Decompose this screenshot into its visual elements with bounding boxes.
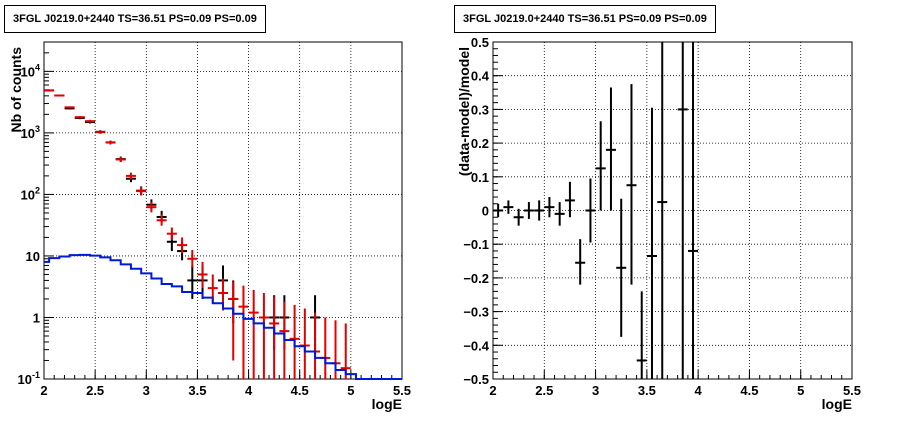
right-y-axis-label: (data-model)/model — [456, 47, 472, 176]
left-y-tick-label: 104 — [21, 62, 40, 79]
left-data-point — [197, 261, 208, 289]
left-data-point — [74, 116, 85, 119]
left-data-point — [44, 89, 55, 92]
left-data-point — [238, 285, 249, 379]
left-y-tick-label: 10 — [26, 249, 40, 264]
right-data-point — [657, 42, 668, 379]
left-data-point — [166, 227, 177, 241]
right-x-tick-label: 3.5 — [638, 383, 656, 398]
right-data-point — [677, 42, 688, 379]
right-data-point — [626, 84, 637, 285]
left-x-tick-label: 3.5 — [188, 383, 206, 398]
right-y-tick-label: −0.1 — [463, 237, 489, 252]
right-x-tick-label: 4.5 — [740, 383, 758, 398]
left-data-point — [156, 214, 167, 226]
left-y-axis-label: Nb of counts — [8, 47, 24, 133]
left-x-tick-label: 2.5 — [86, 383, 104, 398]
left-model-step-line — [44, 253, 402, 380]
right-x-tick-label: 4 — [695, 383, 703, 398]
left-plot-title: 3FGL J0219.0+2440 TS=36.51 PS=0.09 PS=0.… — [4, 5, 266, 33]
left-y-tick-label: 102 — [21, 185, 40, 202]
left-data-point — [258, 292, 269, 379]
right-data-point — [605, 87, 616, 211]
right-x-tick-label: 2 — [489, 383, 496, 398]
right-data-point — [523, 202, 534, 219]
left-data-point — [85, 119, 96, 123]
left-data-point — [125, 172, 136, 180]
right-data-point — [688, 42, 699, 379]
left-y-tick-label: 10-1 — [18, 370, 40, 387]
right-y-tick-label: −0.5 — [463, 372, 489, 387]
right-data-point — [585, 178, 596, 243]
right-data-point — [636, 291, 647, 379]
left-x-tick-label: 5.5 — [393, 383, 411, 398]
right-x-tick-label: 2.5 — [535, 383, 553, 398]
right-data-point — [544, 197, 555, 218]
left-data-point — [54, 94, 65, 97]
right-y-tick-label: 0.2 — [471, 136, 489, 151]
left-data-point — [146, 202, 157, 213]
left-y-tick-label: 1 — [33, 310, 40, 325]
right-plot-title: 3FGL J0219.0+2440 TS=36.51 PS=0.09 PS=0.… — [454, 5, 716, 33]
left-x-tick-label: 2 — [40, 383, 47, 398]
left-data-point — [248, 289, 259, 379]
right-y-tick-label: 0.5 — [471, 35, 489, 50]
right-y-tick-label: −0.2 — [463, 271, 489, 286]
left-x-tick-label: 3 — [143, 383, 150, 398]
right-data-point — [564, 181, 575, 218]
right-plot-frame — [492, 41, 853, 380]
left-data-point — [187, 249, 198, 268]
right-data-point — [493, 203, 504, 218]
left-data-point — [136, 186, 147, 196]
right-x-tick-label: 3 — [592, 383, 599, 398]
right-x-tick-label: 5.5 — [843, 383, 861, 398]
left-data-point — [105, 140, 116, 145]
right-data-point — [646, 107, 657, 379]
right-data-point — [503, 200, 514, 214]
left-x-tick-label: 5 — [347, 383, 354, 398]
left-data-point — [177, 237, 188, 254]
right-y-tick-label: 0.3 — [471, 102, 489, 117]
right-x-axis-label: logE — [822, 396, 852, 412]
right-y-tick-label: 0 — [482, 204, 489, 219]
right-y-tick-label: −0.3 — [463, 305, 489, 320]
left-x-tick-label: 4.5 — [291, 383, 309, 398]
right-data-point — [554, 202, 565, 226]
right-data-point — [534, 200, 545, 221]
right-y-tick-label: 0.4 — [471, 69, 490, 84]
right-data-point — [575, 239, 586, 285]
right-y-tick-label: −0.4 — [463, 338, 489, 353]
left-x-axis-label: logE — [372, 396, 402, 412]
left-data-point — [228, 281, 239, 361]
left-y-tick-label: 103 — [21, 124, 40, 141]
left-x-tick-label: 4 — [245, 383, 253, 398]
right-data-point — [595, 121, 606, 211]
left-data-point — [64, 106, 75, 109]
left-plot-frame — [43, 41, 403, 380]
left-data-point — [269, 296, 280, 379]
left-data-point — [95, 130, 106, 134]
left-data-point — [115, 157, 126, 163]
right-data-point — [513, 208, 524, 226]
right-data-point — [616, 198, 627, 337]
right-y-tick-label: 0.1 — [471, 170, 489, 185]
right-x-tick-label: 5 — [797, 383, 804, 398]
